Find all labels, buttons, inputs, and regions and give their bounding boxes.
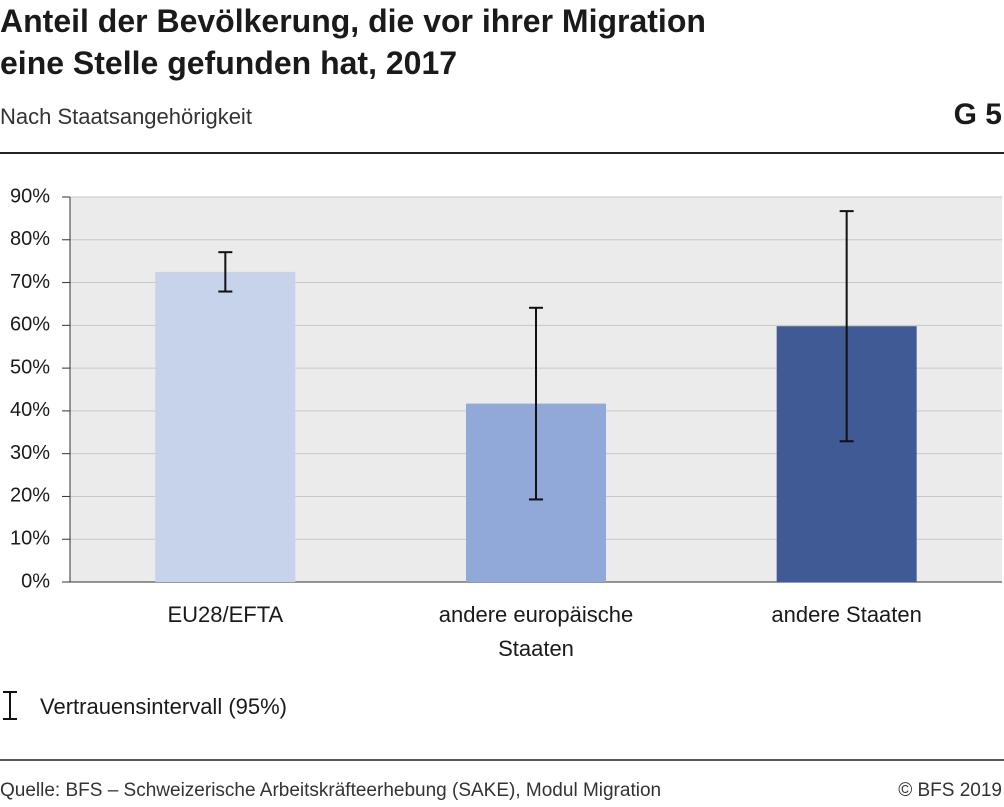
y-tick-label: 40%	[10, 399, 50, 421]
bar	[155, 271, 296, 582]
y-tick-label: 10%	[10, 528, 50, 550]
y-tick-label: 20%	[10, 485, 50, 507]
error-bar	[529, 306, 543, 501]
y-tick-label: 30%	[10, 442, 50, 464]
error-bar	[218, 251, 233, 293]
y-tick-label: 90%	[10, 185, 50, 207]
y-tick-label: 60%	[10, 314, 50, 336]
legend-icon	[3, 691, 17, 720]
x-tick-label: andere Staaten	[771, 602, 922, 627]
x-tick-label: andere europäische Staaten	[438, 602, 634, 661]
copyright: © BFS 2019	[898, 780, 1002, 801]
chart-title: Anteil der Bevölkerung, die vor ihrer Mi…	[0, 3, 706, 81]
error-bar	[839, 210, 854, 443]
x-tick-label: EU28/EFTA	[167, 602, 284, 627]
source: Quelle: BFS – Schweizerische Arbeitskräf…	[0, 780, 662, 801]
y-tick-label: 70%	[10, 271, 50, 293]
y-tick-label: 50%	[10, 356, 50, 378]
legend-label: Vertrauensintervall (95%)	[40, 694, 288, 719]
y-tick-label: 0%	[21, 570, 50, 592]
chart-number: G 5	[953, 98, 1002, 131]
y-tick-label: 80%	[10, 228, 50, 250]
chart-subtitle: Nach Staatsangehörigkeit	[0, 104, 252, 129]
